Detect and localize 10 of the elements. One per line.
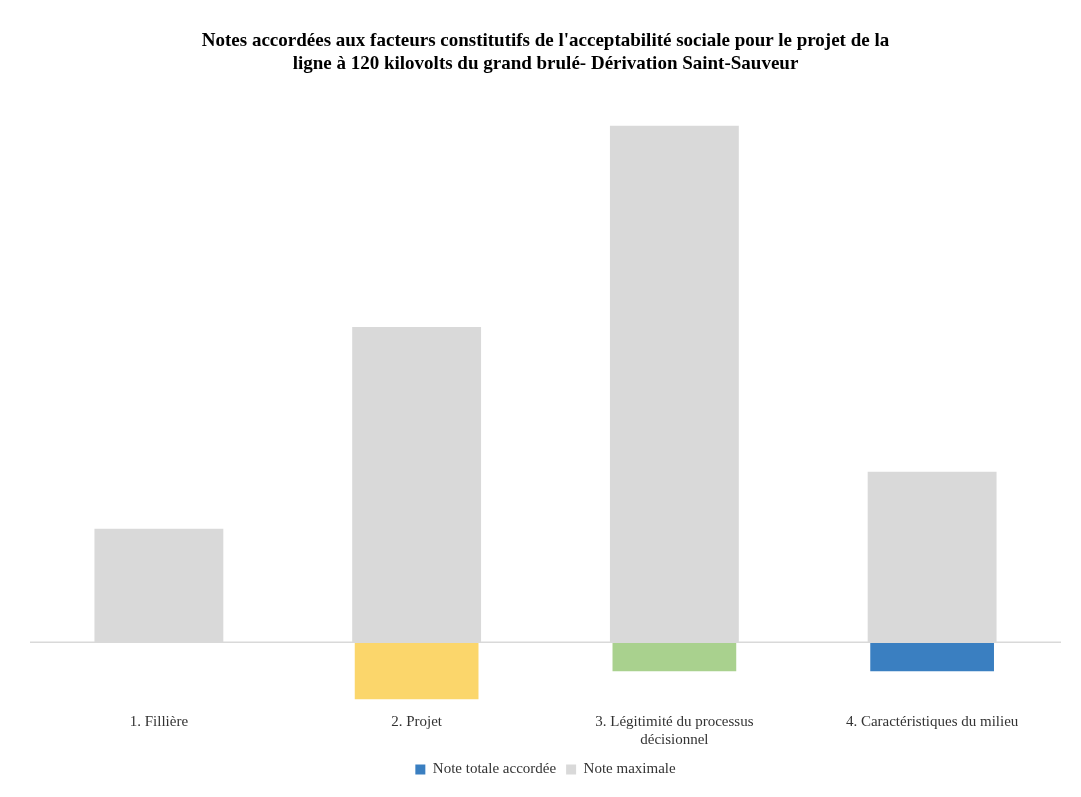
x-tick-label: 4. Caractéristiques du milieu: [845, 712, 1019, 729]
x-tick-label: 1. Fillière: [129, 712, 189, 729]
bar: [870, 642, 994, 672]
bar: [354, 642, 479, 700]
x-tick-label: 3. Légitimité du processus décisionnel: [595, 712, 754, 747]
legend-label: Note maximale: [583, 760, 676, 777]
chart-title: Notes accordées aux facteurs constitutifs de l'acceptabilité sociale pour le projet de la ligne à 120 kilovolts du grand brulé- Dérivation Saint-Sauveur: [201, 29, 890, 74]
x-tick-label: 2. Projet: [391, 712, 443, 729]
legend-label: Note totale accordée: [432, 760, 557, 777]
bar: [612, 642, 737, 672]
